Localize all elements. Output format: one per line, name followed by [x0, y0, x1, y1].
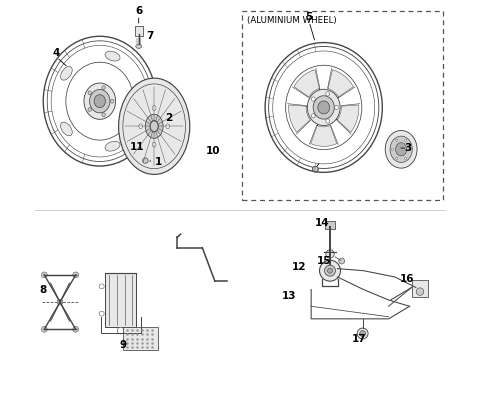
Ellipse shape [312, 114, 315, 118]
Ellipse shape [150, 121, 158, 132]
Ellipse shape [136, 93, 145, 109]
Text: 5: 5 [305, 13, 312, 22]
Circle shape [117, 327, 124, 334]
Bar [242, 11, 443, 199]
Bar [134, 26, 143, 36]
Ellipse shape [119, 78, 190, 174]
Ellipse shape [396, 157, 398, 160]
Text: 17: 17 [352, 334, 367, 344]
Bar [325, 221, 335, 229]
Text: 15: 15 [316, 256, 331, 266]
Circle shape [73, 326, 79, 332]
Text: 10: 10 [205, 147, 220, 156]
Circle shape [73, 272, 79, 278]
Ellipse shape [94, 94, 106, 108]
Ellipse shape [390, 136, 412, 163]
Text: 1: 1 [155, 157, 162, 167]
Circle shape [416, 288, 424, 295]
Circle shape [41, 326, 47, 332]
Ellipse shape [318, 101, 330, 114]
Text: 9: 9 [119, 340, 126, 350]
Bar [123, 327, 158, 350]
Ellipse shape [385, 131, 417, 168]
Circle shape [357, 328, 368, 339]
Ellipse shape [102, 86, 105, 89]
Ellipse shape [326, 92, 330, 96]
Circle shape [360, 331, 366, 336]
Text: 6: 6 [135, 6, 143, 16]
Ellipse shape [105, 141, 120, 151]
Circle shape [57, 299, 63, 305]
Ellipse shape [405, 139, 407, 142]
Text: 13: 13 [282, 291, 297, 301]
Ellipse shape [153, 105, 156, 110]
Ellipse shape [60, 66, 72, 80]
Ellipse shape [312, 166, 318, 172]
Ellipse shape [313, 96, 334, 119]
Circle shape [324, 265, 336, 276]
Polygon shape [294, 70, 324, 108]
Text: 2: 2 [165, 113, 172, 123]
Text: (ALUMINIUM WHEEL): (ALUMINIUM WHEEL) [247, 16, 337, 25]
Ellipse shape [153, 142, 156, 147]
Ellipse shape [84, 83, 116, 119]
Text: 14: 14 [314, 218, 329, 228]
Circle shape [327, 268, 333, 273]
Text: 16: 16 [400, 274, 415, 284]
Ellipse shape [405, 157, 407, 160]
Ellipse shape [312, 97, 315, 101]
Text: 4: 4 [53, 48, 60, 58]
Ellipse shape [60, 122, 72, 136]
Circle shape [320, 260, 340, 281]
Ellipse shape [88, 91, 91, 95]
Circle shape [41, 272, 47, 278]
Ellipse shape [307, 89, 340, 126]
Polygon shape [324, 105, 359, 132]
Circle shape [99, 284, 104, 289]
Bar [105, 273, 136, 327]
Ellipse shape [396, 143, 407, 156]
Ellipse shape [392, 148, 394, 150]
Ellipse shape [409, 148, 411, 150]
Polygon shape [324, 70, 353, 108]
Polygon shape [288, 105, 324, 132]
Circle shape [326, 250, 334, 258]
Circle shape [339, 258, 345, 264]
Text: 8: 8 [40, 284, 47, 294]
Text: 12: 12 [291, 262, 306, 271]
Ellipse shape [90, 89, 110, 113]
Ellipse shape [143, 158, 148, 163]
Text: 7: 7 [146, 31, 154, 41]
Ellipse shape [88, 108, 91, 111]
Ellipse shape [326, 119, 330, 123]
Ellipse shape [150, 121, 158, 131]
Ellipse shape [145, 114, 163, 138]
Circle shape [99, 311, 104, 316]
Ellipse shape [110, 99, 114, 103]
Text: 3: 3 [404, 143, 411, 153]
Text: 11: 11 [130, 142, 144, 152]
Ellipse shape [139, 124, 143, 129]
Ellipse shape [335, 105, 338, 110]
Ellipse shape [102, 113, 105, 117]
Ellipse shape [312, 166, 318, 172]
Ellipse shape [396, 139, 398, 142]
Bar [412, 280, 428, 297]
Ellipse shape [166, 124, 169, 129]
Ellipse shape [105, 51, 120, 61]
Polygon shape [311, 108, 336, 146]
Ellipse shape [136, 44, 142, 48]
